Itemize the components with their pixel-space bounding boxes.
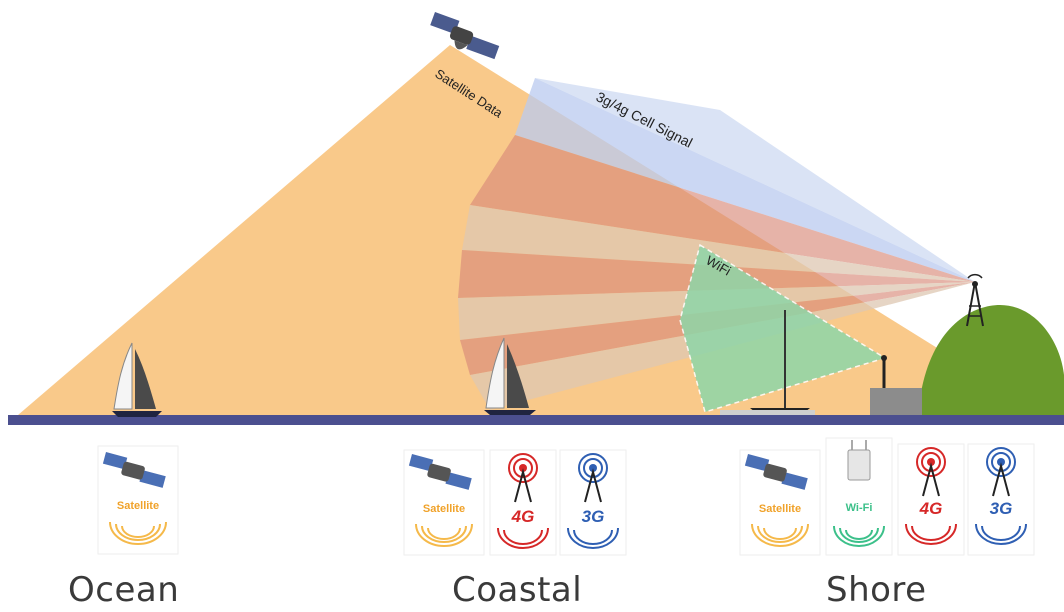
coastal-satellite-card: Satellite <box>403 449 485 556</box>
coastal-4g-card: 4G <box>489 449 557 556</box>
docked-boat <box>720 310 815 415</box>
shore-4g-card: 4G <box>897 443 965 556</box>
cell-tower-icon <box>986 447 1016 497</box>
cell-tower-icon <box>966 273 984 327</box>
wifi-zone <box>679 243 887 413</box>
satellite-icon-label: Satellite <box>117 500 159 512</box>
4g-icon-label: 4G <box>919 499 943 518</box>
shore-satellite-card: Satellite <box>739 449 821 556</box>
shore-building <box>870 388 922 415</box>
cell-tower-icon <box>916 447 946 497</box>
zone-title-ocean: Ocean <box>68 570 180 610</box>
wifi-router-icon <box>847 440 871 481</box>
shore-wifi-card: Wi-Fi <box>825 437 893 556</box>
cell-tower-icon <box>508 453 538 503</box>
zone-title-coastal: Coastal <box>452 570 583 610</box>
sailboat-icon <box>484 337 536 415</box>
zone-title-shore: Shore <box>826 570 927 610</box>
shore-hill <box>918 305 1064 415</box>
coastal-3g-card: 3G <box>559 449 627 556</box>
sailboat-icon <box>112 342 162 417</box>
ocean-satellite-card: Satellite <box>97 445 179 555</box>
satellite-icon-label: Satellite <box>423 503 465 515</box>
ground-line <box>8 415 1064 425</box>
shore-3g-card: 3G <box>967 443 1035 556</box>
4g-icon-label: 4G <box>511 507 535 526</box>
satellite-icon-label: Satellite <box>759 503 801 515</box>
wifi-icon-label: Wi-Fi <box>846 502 873 514</box>
cell-tower-icon <box>578 453 608 503</box>
satellite-icon <box>430 12 500 60</box>
3g-icon-label: 3G <box>582 507 605 526</box>
3g-icon-label: 3G <box>990 499 1013 518</box>
